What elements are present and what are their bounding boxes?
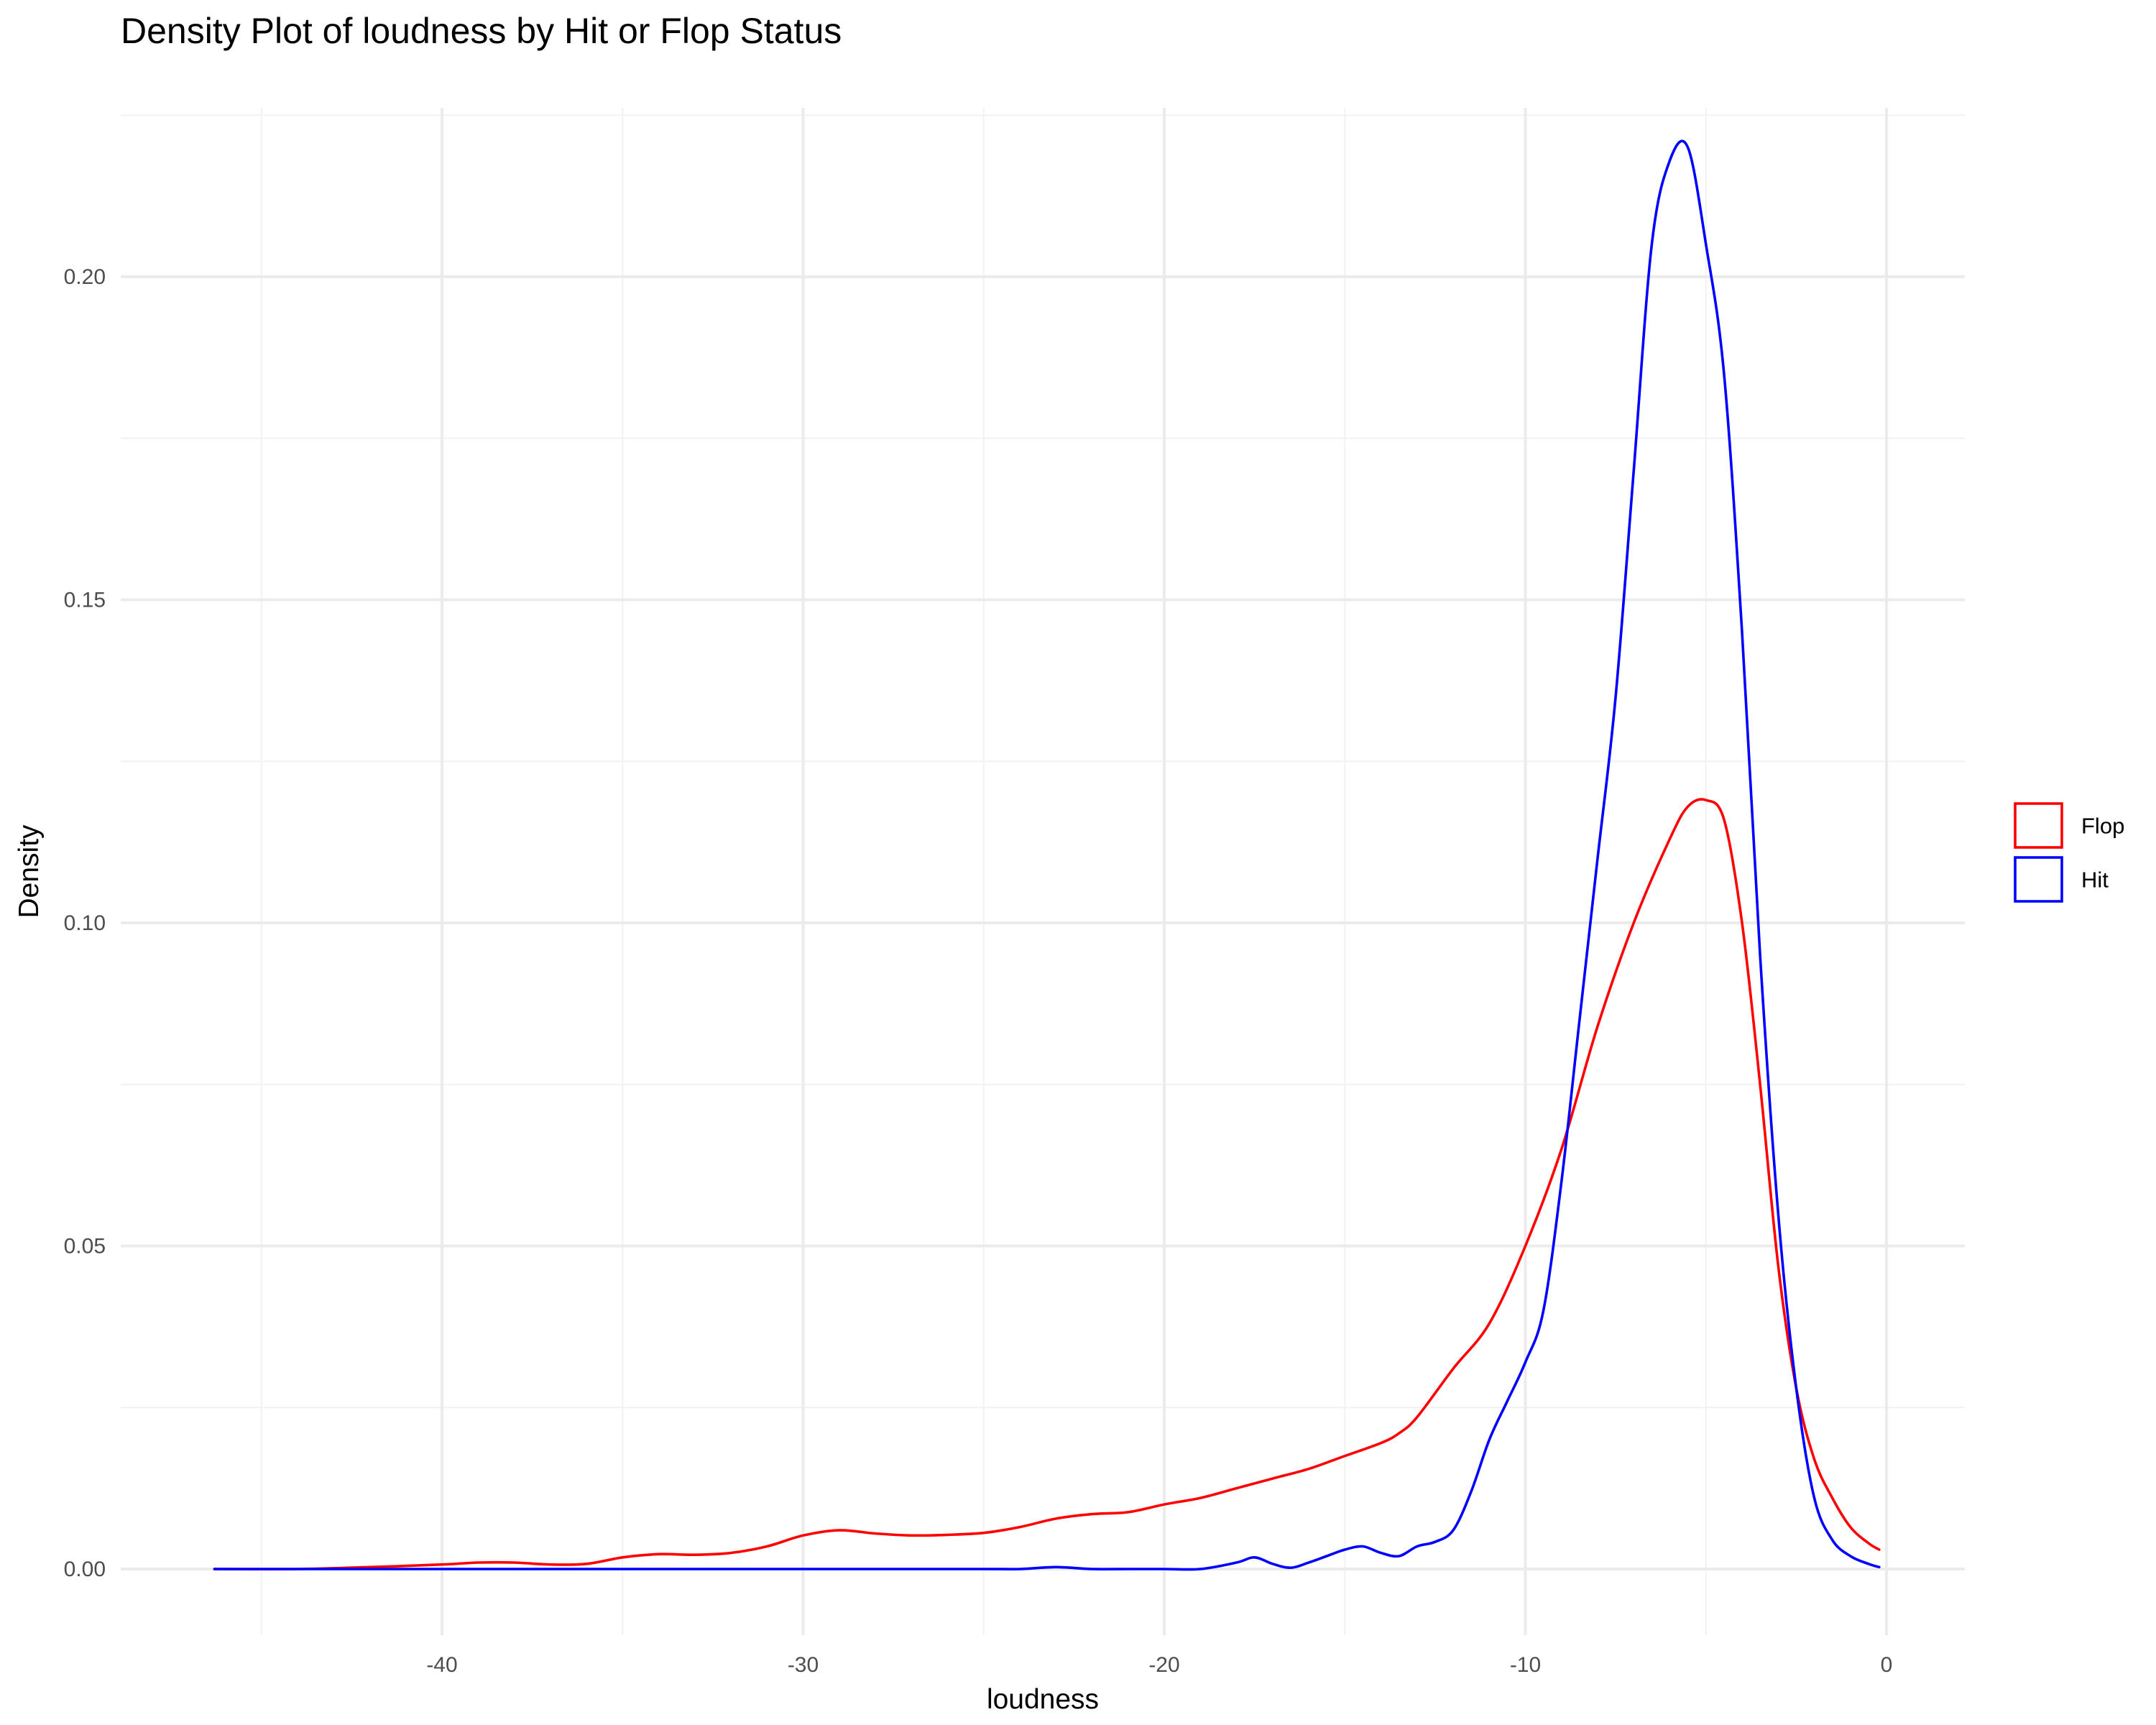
x-tick-label: -10 (1510, 1653, 1541, 1677)
x-tick-label: 0 (1881, 1653, 1893, 1677)
legend-key-flop (2014, 802, 2063, 849)
y-tick-label: 0.20 (64, 265, 106, 289)
x-tick-label: -40 (426, 1653, 457, 1677)
y-tick-label: 0.10 (64, 911, 106, 935)
series-line-hit (213, 139, 1881, 1571)
legend-label-flop: Flop (2081, 814, 2124, 839)
x-tick-label: -30 (788, 1653, 819, 1677)
x-tick-label: -20 (1148, 1653, 1179, 1677)
series-line-flop (213, 798, 1881, 1570)
legend-key-hit (2014, 856, 2063, 903)
y-axis-title: Density (14, 824, 45, 919)
legend-label-hit: Hit (2081, 868, 2109, 893)
series-layer (213, 139, 1881, 1571)
legend-item-hit: Hit (2014, 856, 2109, 903)
legend: Flop Hit (2014, 802, 2124, 903)
y-tick-label: 0.00 (64, 1558, 106, 1581)
ticks-layer: -40 -30 -20 -10 0 0.00 0.05 0.10 0.15 0.20 (64, 265, 1893, 1677)
legend-item-flop: Flop (2014, 802, 2124, 849)
x-axis-title: loudness (987, 1684, 1099, 1715)
y-tick-label: 0.15 (64, 589, 106, 612)
y-tick-label: 0.05 (64, 1235, 106, 1259)
grid-layer (121, 108, 1965, 1635)
chart-title: Density Plot of loudness by Hit or Flop … (121, 11, 842, 51)
